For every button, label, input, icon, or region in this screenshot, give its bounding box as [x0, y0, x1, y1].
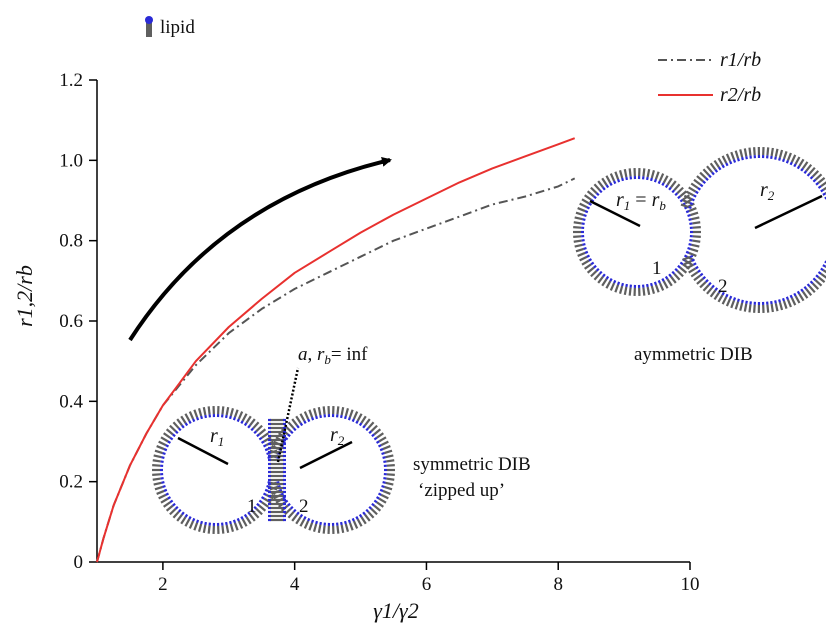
- droplet-large-membrane: [680, 146, 826, 314]
- x-tick-label: 8: [553, 574, 563, 595]
- lipid-tail-icon: [146, 22, 152, 37]
- y-tick-label: 0.4: [59, 391, 83, 412]
- trend-arrow: [128, 156, 392, 342]
- r1-label: r1: [210, 425, 224, 449]
- droplet-2-label: 2: [299, 496, 309, 517]
- y-tick-label: 0.8: [59, 231, 83, 252]
- a-symbol: a: [298, 344, 308, 365]
- a-pointer-line: [276, 367, 300, 463]
- y-tick-label: 0: [74, 552, 84, 573]
- droplet-small-membrane: [573, 168, 701, 296]
- droplet-2-large-label: 2: [718, 276, 728, 297]
- symmetric-dib: r1 r2 1 2 a, rb= inf symmetric DIB ‘zipp…: [152, 344, 531, 534]
- symmetric-title: symmetric DIB: [413, 454, 531, 475]
- y-tick-label: 0.2: [59, 472, 83, 493]
- radius-line-r2: [299, 440, 353, 470]
- r2-label: r2: [330, 424, 345, 448]
- axes: [96, 80, 690, 563]
- x-tick-label: 6: [422, 574, 432, 595]
- lipid-label: lipid: [160, 17, 195, 38]
- r2-large-label: r2: [760, 179, 775, 203]
- radius-line-r1-rb: [589, 199, 641, 228]
- a-rb-label: a, rb= inf: [298, 344, 368, 367]
- y-tick-label: 0.6: [59, 311, 83, 332]
- y-axis-ticks: 0 0.2 0.4 0.6 0.8 1.0 1.2: [59, 70, 97, 573]
- radius-line-r2-large: [754, 194, 823, 230]
- radius-line-r1: [177, 436, 229, 466]
- legend-label-r2: r2/rb: [720, 84, 761, 106]
- legend: r1/rb r2/rb: [658, 49, 761, 106]
- legend-label-r1: r1/rb: [720, 49, 761, 71]
- lipid-head-icon: [145, 16, 153, 24]
- droplet-1-label: 1: [247, 496, 257, 517]
- lipid-key: lipid: [145, 16, 195, 38]
- asymmetric-title: aymmetric DIB: [634, 344, 753, 365]
- y-tick-label: 1.0: [59, 150, 83, 171]
- series-line-r2: [96, 137, 576, 563]
- droplet-1-small-label: 1: [652, 258, 662, 279]
- series-layer: [96, 137, 576, 563]
- r1-eq-rb-label: r1 = rb: [616, 189, 666, 213]
- droplet-left-membrane: [152, 406, 279, 534]
- x-tick-label: 10: [681, 574, 700, 595]
- x-axis-ticks: 2 4 6 8 10: [158, 562, 700, 595]
- x-tick-label: 4: [290, 574, 300, 595]
- x-tick-label: 2: [158, 574, 168, 595]
- y-tick-label: 1.2: [59, 70, 83, 91]
- x-axis-title: γ1/γ2: [373, 598, 418, 623]
- asymmetric-dib: r1 = rb r2 1 2 aymmetric DIB: [573, 146, 826, 365]
- rb-inf-text: = inf: [331, 344, 368, 365]
- bilayer-stack: [268, 418, 286, 522]
- symmetric-subtitle: ‘zipped up’: [418, 480, 505, 501]
- y-axis-title: r1,2/rb: [12, 265, 37, 327]
